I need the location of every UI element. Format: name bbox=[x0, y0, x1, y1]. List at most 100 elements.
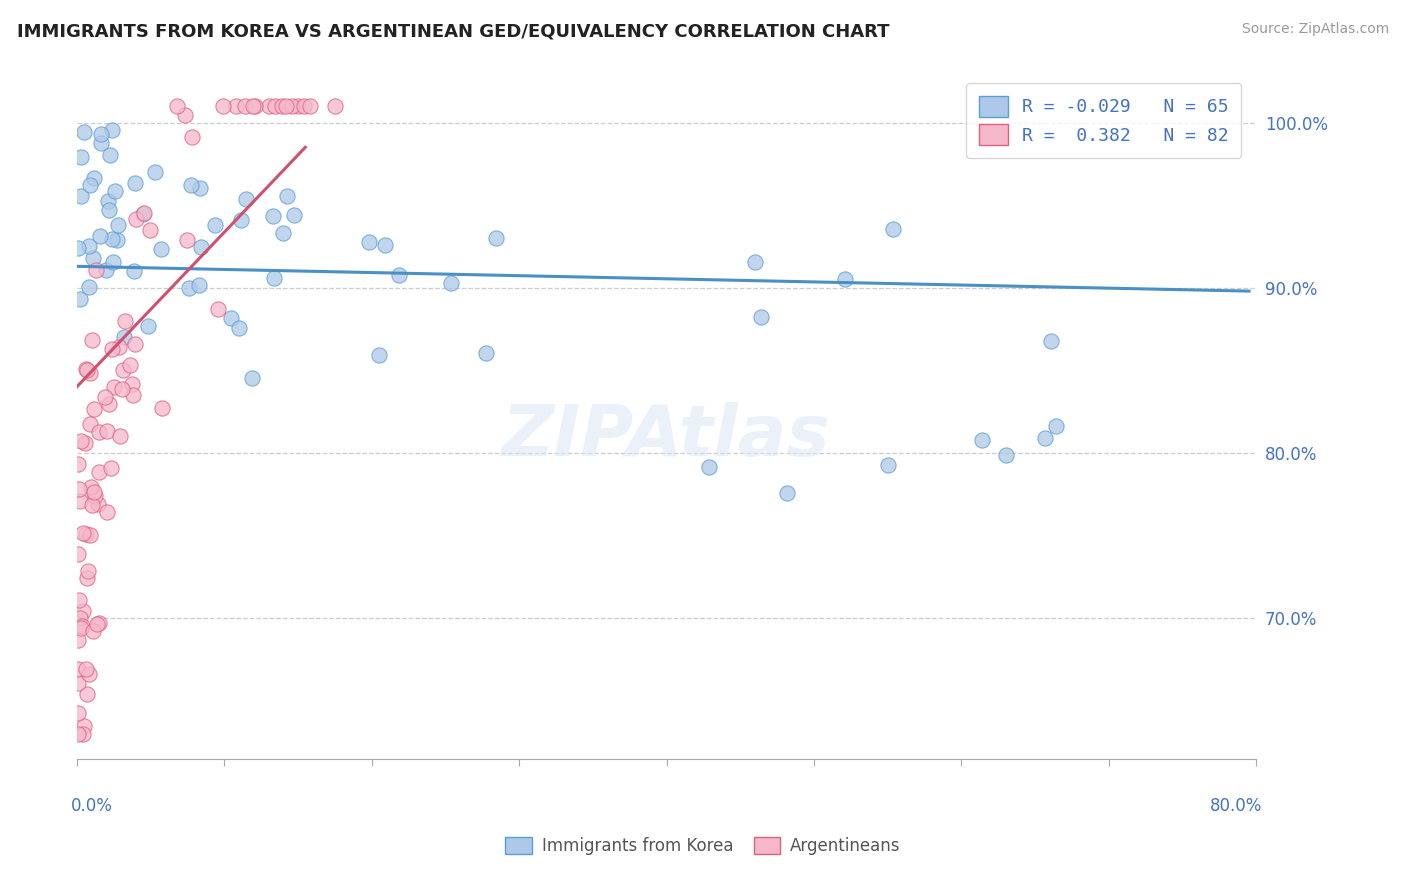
Point bbox=[70, 619, 93, 633]
Point bbox=[111, 382, 134, 396]
Point bbox=[271, 99, 294, 113]
Point bbox=[108, 340, 131, 354]
Point bbox=[136, 318, 159, 333]
Point bbox=[101, 232, 124, 246]
Point bbox=[89, 616, 111, 631]
Point bbox=[82, 624, 104, 639]
Point bbox=[97, 194, 120, 208]
Point bbox=[67, 662, 90, 676]
Text: IMMIGRANTS FROM KOREA VS ARGENTINEAN GED/EQUIVALENCY CORRELATION CHART: IMMIGRANTS FROM KOREA VS ARGENTINEAN GED… bbox=[17, 22, 890, 40]
Point bbox=[69, 292, 91, 306]
Point bbox=[72, 727, 94, 741]
Point bbox=[84, 489, 107, 503]
Point bbox=[83, 485, 105, 500]
Point bbox=[1039, 334, 1062, 348]
Point bbox=[263, 271, 285, 285]
Point bbox=[75, 362, 97, 376]
Point bbox=[271, 226, 294, 240]
Point bbox=[132, 205, 155, 219]
Point bbox=[67, 676, 90, 690]
Point bbox=[283, 208, 305, 222]
Point bbox=[72, 526, 94, 541]
Point bbox=[79, 366, 101, 380]
Point bbox=[233, 99, 256, 113]
Point bbox=[96, 505, 118, 519]
Text: ZIPAtlas: ZIPAtlas bbox=[502, 402, 831, 471]
Point bbox=[67, 632, 90, 647]
Point bbox=[67, 727, 90, 741]
Point bbox=[240, 371, 263, 385]
Point bbox=[76, 363, 98, 377]
Point bbox=[103, 380, 125, 394]
Point bbox=[98, 396, 121, 410]
Point bbox=[98, 203, 121, 218]
Point bbox=[1033, 431, 1056, 445]
Point bbox=[67, 482, 90, 496]
Point bbox=[90, 128, 112, 142]
Point bbox=[94, 390, 117, 404]
Point bbox=[235, 192, 257, 206]
Point bbox=[89, 228, 111, 243]
Point bbox=[995, 448, 1018, 462]
Point bbox=[89, 425, 111, 439]
Point bbox=[105, 233, 128, 247]
Point bbox=[75, 436, 97, 450]
Point bbox=[77, 564, 100, 578]
Point bbox=[70, 621, 93, 635]
Point bbox=[79, 528, 101, 542]
Point bbox=[190, 181, 212, 195]
Legend: Immigrants from Korea, Argentineans: Immigrants from Korea, Argentineans bbox=[499, 830, 907, 862]
Point bbox=[111, 362, 134, 376]
Point bbox=[72, 603, 94, 617]
Point bbox=[697, 459, 720, 474]
Point bbox=[75, 662, 97, 676]
Legend: R = -0.029   N = 65, R =  0.382   N = 82: R = -0.029 N = 65, R = 0.382 N = 82 bbox=[966, 83, 1241, 158]
Point bbox=[174, 108, 197, 122]
Text: 0.0%: 0.0% bbox=[70, 797, 112, 814]
Point bbox=[100, 342, 122, 356]
Point bbox=[100, 461, 122, 475]
Point bbox=[125, 211, 148, 226]
Point bbox=[100, 123, 122, 137]
Point bbox=[143, 165, 166, 179]
Point bbox=[114, 314, 136, 328]
Point bbox=[98, 148, 121, 162]
Point bbox=[67, 547, 90, 561]
Point bbox=[90, 136, 112, 150]
Point bbox=[79, 417, 101, 431]
Point bbox=[225, 99, 247, 113]
Point bbox=[744, 255, 766, 269]
Point bbox=[207, 302, 229, 317]
Point bbox=[69, 493, 91, 508]
Point bbox=[242, 99, 264, 113]
Point bbox=[177, 281, 200, 295]
Point bbox=[67, 592, 90, 607]
Point bbox=[112, 330, 135, 344]
Point bbox=[69, 610, 91, 624]
Point bbox=[276, 189, 298, 203]
Point bbox=[67, 706, 90, 720]
Point bbox=[264, 99, 287, 113]
Point bbox=[1045, 418, 1067, 433]
Point bbox=[298, 99, 321, 113]
Point bbox=[439, 276, 461, 290]
Point bbox=[86, 617, 108, 632]
Point bbox=[287, 99, 309, 113]
Point bbox=[243, 99, 266, 113]
Point bbox=[79, 178, 101, 192]
Point bbox=[972, 433, 994, 447]
Point bbox=[82, 251, 104, 265]
Point bbox=[77, 280, 100, 294]
Point bbox=[118, 358, 141, 372]
Point bbox=[876, 458, 898, 473]
Point bbox=[121, 376, 143, 391]
Point bbox=[80, 334, 103, 348]
Point bbox=[211, 99, 233, 113]
Point bbox=[231, 212, 253, 227]
Point bbox=[108, 428, 131, 442]
Point bbox=[475, 346, 498, 360]
Point bbox=[76, 687, 98, 701]
Point bbox=[221, 310, 243, 325]
Point bbox=[166, 99, 188, 113]
Point bbox=[749, 310, 772, 325]
